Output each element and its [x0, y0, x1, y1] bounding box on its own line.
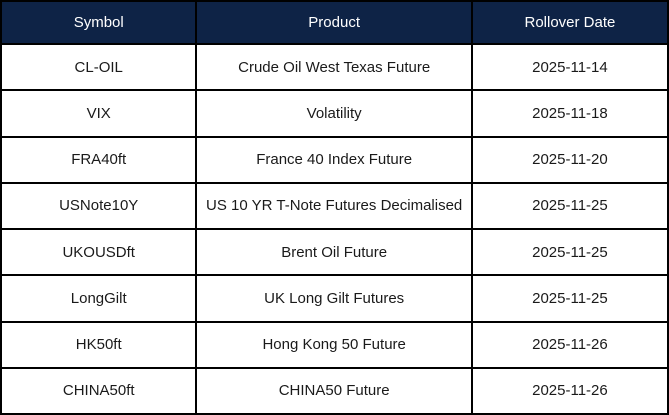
cell-symbol: CL-OIL	[0, 42, 198, 92]
cell-symbol: LongGilt	[0, 274, 198, 323]
cell-symbol: HK50ft	[0, 320, 198, 369]
cell-product: US 10 YR T-Note Futures Decimalised	[195, 181, 473, 231]
table-row: CHINA50ft CHINA50 Future 2025-11-26	[0, 366, 669, 415]
cell-rollover-date: 2025-11-18	[470, 89, 669, 138]
cell-product: France 40 Index Future	[195, 135, 473, 184]
cell-symbol: UKOUSDft	[0, 227, 198, 277]
table-row: HK50ft Hong Kong 50 Future 2025-11-26	[0, 320, 669, 369]
table-row: USNote10Y US 10 YR T-Note Futures Decima…	[0, 181, 669, 231]
cell-product: Hong Kong 50 Future	[195, 320, 473, 369]
cell-symbol: FRA40ft	[0, 135, 198, 184]
cell-rollover-date: 2025-11-26	[470, 366, 669, 415]
column-header-symbol: Symbol	[0, 0, 198, 45]
column-header-product: Product	[195, 0, 473, 45]
cell-rollover-date: 2025-11-14	[470, 42, 669, 92]
cell-symbol: VIX	[0, 89, 198, 138]
cell-rollover-date: 2025-11-25	[470, 227, 669, 277]
cell-product: UK Long Gilt Futures	[195, 274, 473, 323]
cell-rollover-date: 2025-11-20	[470, 135, 669, 184]
table-row: FRA40ft France 40 Index Future 2025-11-2…	[0, 135, 669, 184]
cell-symbol: CHINA50ft	[0, 366, 198, 415]
table-header: Symbol Product Rollover Date	[0, 0, 669, 45]
table-row: CL-OIL Crude Oil West Texas Future 2025-…	[0, 42, 669, 92]
cell-rollover-date: 2025-11-25	[470, 181, 669, 231]
cell-rollover-date: 2025-11-25	[470, 274, 669, 323]
table-row: VIX Volatility 2025-11-18	[0, 89, 669, 138]
table-body: CL-OIL Crude Oil West Texas Future 2025-…	[0, 42, 669, 415]
table-row: LongGilt UK Long Gilt Futures 2025-11-25	[0, 274, 669, 323]
cell-symbol: USNote10Y	[0, 181, 198, 231]
cell-product: CHINA50 Future	[195, 366, 473, 415]
cell-product: Volatility	[195, 89, 473, 138]
cell-rollover-date: 2025-11-26	[470, 320, 669, 369]
cell-product: Brent Oil Future	[195, 227, 473, 277]
header-row: Symbol Product Rollover Date	[0, 0, 669, 45]
cell-product: Crude Oil West Texas Future	[195, 42, 473, 92]
column-header-rollover-date: Rollover Date	[470, 0, 669, 45]
table-row: UKOUSDft Brent Oil Future 2025-11-25	[0, 227, 669, 277]
